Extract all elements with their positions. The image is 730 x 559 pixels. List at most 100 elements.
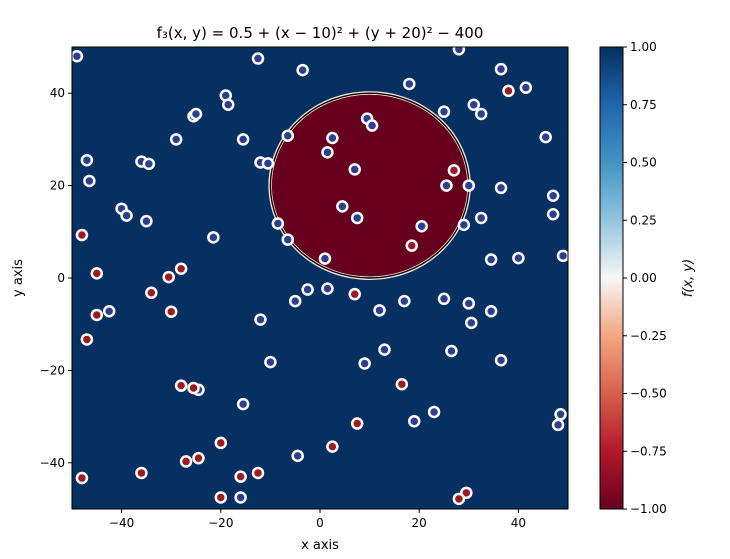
positive-point bbox=[350, 211, 364, 225]
x-axis-ticks: −40 −20 0 20 40 bbox=[109, 509, 526, 530]
negative-point bbox=[214, 491, 228, 504]
negative-point bbox=[75, 471, 89, 485]
positive-point bbox=[358, 357, 371, 370]
positive-point bbox=[457, 218, 471, 232]
positive-point bbox=[551, 418, 565, 432]
negative-point bbox=[502, 84, 515, 98]
positive-point bbox=[407, 414, 421, 428]
negative-point bbox=[251, 466, 265, 480]
colorbar-tick-label: −0.50 bbox=[630, 387, 667, 401]
y-tick-label: −40 bbox=[40, 456, 65, 470]
positive-point bbox=[373, 304, 386, 317]
colorbar-gradient bbox=[599, 46, 624, 510]
positive-point bbox=[336, 200, 349, 213]
x-tick-label: −40 bbox=[109, 516, 134, 530]
positive-point bbox=[546, 189, 560, 203]
negative-point bbox=[405, 239, 419, 252]
colorbar-tick-label: −1.00 bbox=[630, 502, 667, 516]
positive-point bbox=[140, 214, 153, 228]
positive-point bbox=[321, 146, 334, 159]
x-tick-label: −20 bbox=[208, 516, 233, 530]
positive-point bbox=[403, 77, 416, 91]
positive-point bbox=[120, 209, 133, 222]
positive-point bbox=[288, 294, 302, 308]
positive-point bbox=[378, 343, 391, 356]
positive-point bbox=[348, 163, 361, 176]
positive-point bbox=[207, 231, 220, 244]
positive-point bbox=[318, 252, 332, 265]
negative-point bbox=[174, 379, 188, 392]
colorbar-tick-label: −0.25 bbox=[630, 329, 667, 343]
positive-point bbox=[494, 62, 508, 76]
negative-point bbox=[350, 417, 364, 430]
negative-point bbox=[234, 470, 247, 483]
positive-point bbox=[291, 449, 304, 463]
positive-point bbox=[80, 153, 94, 167]
positive-point bbox=[440, 179, 453, 192]
positive-point bbox=[427, 405, 441, 419]
positive-point bbox=[254, 313, 267, 326]
negative-point bbox=[145, 286, 158, 300]
positive-point bbox=[221, 98, 235, 111]
positive-point bbox=[236, 133, 250, 146]
x-tick-label: 40 bbox=[511, 516, 526, 530]
positive-point bbox=[554, 408, 567, 421]
plot-area bbox=[71, 46, 569, 510]
y-axis-label: y axis bbox=[11, 259, 26, 297]
negative-point bbox=[179, 455, 193, 468]
positive-point bbox=[437, 292, 451, 306]
colorbar: 1.00 0.75 0.50 0.25 0.00 −0.25 −0.50 −0.75 −1.00… bbox=[599, 40, 696, 516]
negative-point bbox=[214, 436, 228, 450]
y-axis-ticks: −40 −20 0 20 40 bbox=[40, 86, 72, 470]
positive-point bbox=[462, 297, 476, 310]
positive-point bbox=[474, 211, 488, 225]
positive-point bbox=[494, 181, 508, 195]
positive-point bbox=[546, 207, 560, 221]
positive-point bbox=[484, 253, 498, 266]
positive-point bbox=[236, 397, 250, 411]
positive-point bbox=[437, 105, 451, 118]
y-tick-label: 0 bbox=[57, 271, 65, 285]
positive-point bbox=[72, 49, 84, 63]
y-tick-label: 40 bbox=[50, 86, 65, 100]
positive-point bbox=[398, 294, 411, 308]
colorbar-label: f(x, y) bbox=[681, 259, 696, 297]
positive-point bbox=[296, 63, 309, 77]
x-axis-label: x axis bbox=[301, 538, 339, 553]
positive-point bbox=[321, 282, 334, 295]
positive-point bbox=[281, 233, 295, 246]
positive-point bbox=[467, 98, 481, 111]
negative-point bbox=[348, 287, 361, 301]
positive-point bbox=[556, 249, 568, 263]
positive-point bbox=[234, 491, 247, 504]
positive-point bbox=[494, 353, 508, 367]
positive-point bbox=[169, 133, 183, 146]
positive-point bbox=[142, 157, 156, 171]
positive-point bbox=[271, 217, 285, 230]
colorbar-tick-label: 0.00 bbox=[630, 271, 657, 285]
positive-point bbox=[474, 107, 488, 121]
positive-point bbox=[365, 119, 379, 132]
positive-point bbox=[452, 47, 466, 56]
colorbar-tick-label: 1.00 bbox=[630, 40, 657, 54]
positive-point bbox=[102, 305, 116, 318]
positive-point bbox=[465, 316, 478, 330]
colorbar-tick-label: −0.75 bbox=[630, 444, 667, 458]
colorbar-tick-label: 0.50 bbox=[630, 156, 657, 170]
negative-point bbox=[452, 492, 466, 506]
positive-point bbox=[264, 355, 277, 369]
chart-title: f₃(x, y) = 0.5 + (x − 10)² + (y + 20)² −… bbox=[157, 24, 484, 42]
positive-point bbox=[445, 344, 458, 358]
positive-point bbox=[539, 130, 552, 144]
positive-point bbox=[484, 305, 498, 318]
negative-point bbox=[164, 305, 178, 318]
negative-point bbox=[187, 381, 200, 395]
negative-point bbox=[162, 270, 175, 284]
colorbar-tick-label: 0.25 bbox=[630, 213, 657, 227]
negative-point bbox=[174, 262, 188, 276]
positive-point bbox=[462, 179, 476, 192]
x-tick-label: 20 bbox=[412, 516, 427, 530]
negative-point bbox=[395, 378, 409, 391]
colorbar-tick-label: 0.75 bbox=[630, 98, 657, 112]
